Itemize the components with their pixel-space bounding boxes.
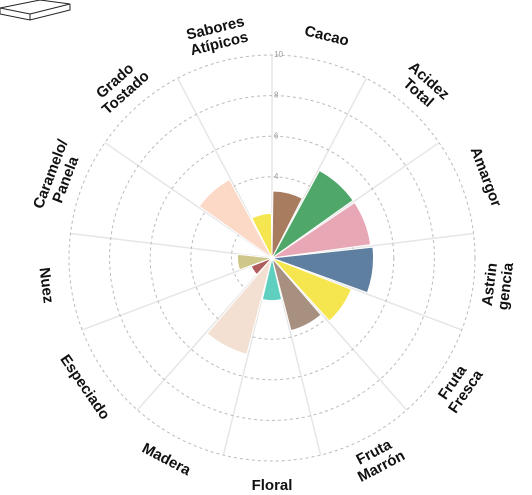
r-tick-label: 6 <box>274 131 279 140</box>
bar <box>271 201 372 259</box>
category-label: Nuez <box>36 267 57 305</box>
bar <box>206 257 273 355</box>
bar <box>271 246 374 294</box>
r-tick-label: 10 <box>274 50 283 59</box>
category-label: Cacao <box>303 22 351 49</box>
category-label-line: Especiado <box>56 352 113 423</box>
category-label-line: Floral <box>252 477 293 494</box>
bar <box>251 212 273 259</box>
category-label: Caramelo/Panela <box>30 136 83 211</box>
bar <box>271 169 354 259</box>
bar <box>236 253 273 271</box>
bar <box>198 178 273 259</box>
category-label-line: Astrin <box>479 262 501 307</box>
category-label-line: Cacao <box>303 22 351 49</box>
grid-circle <box>149 135 395 381</box>
category-label-line: Amargor <box>467 145 505 210</box>
category-label: Amargor <box>467 145 505 210</box>
category-label-line: Nuez <box>36 267 57 305</box>
category-label: Floral <box>252 477 293 494</box>
category-label-line: gencia <box>494 261 517 311</box>
bar <box>250 257 273 276</box>
bar <box>271 190 303 259</box>
r-tick-label: 4 <box>274 172 279 181</box>
grid-circle <box>68 54 476 462</box>
category-label-line: Madera <box>139 440 194 480</box>
bar <box>261 257 283 302</box>
bar <box>271 257 352 322</box>
bar <box>271 257 322 332</box>
category-label: Madera <box>139 440 194 480</box>
r-tick-label: 8 <box>274 91 279 100</box>
category-label: Especiado <box>56 352 113 423</box>
sketch-icon <box>0 0 71 21</box>
grid-circle <box>109 95 435 421</box>
